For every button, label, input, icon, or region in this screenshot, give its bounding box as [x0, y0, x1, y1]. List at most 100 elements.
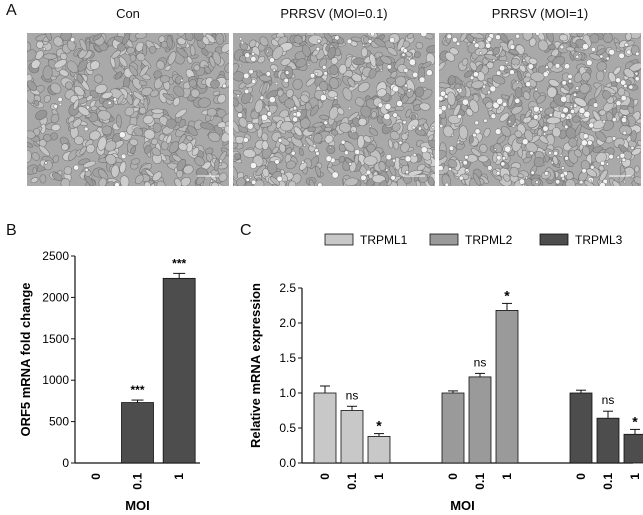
- rounded-cell: [439, 165, 444, 171]
- cell: [634, 165, 640, 173]
- rounded-cell: [605, 56, 610, 61]
- cell: [130, 146, 136, 155]
- rounded-cell: [522, 138, 529, 145]
- cell: [509, 166, 520, 177]
- rounded-cell: [290, 150, 296, 156]
- y-tick-label: 0: [62, 456, 69, 470]
- cell: [415, 41, 423, 50]
- significance-label: ***: [172, 256, 186, 270]
- cell: [51, 123, 61, 132]
- rounded-cell: [489, 85, 496, 93]
- rounded-cell: [472, 40, 476, 44]
- rounded-cell: [586, 59, 593, 66]
- cell: [90, 105, 98, 111]
- cell: [574, 123, 582, 137]
- cell: [292, 78, 303, 90]
- cell: [148, 45, 157, 54]
- rounded-cell: [128, 92, 132, 96]
- cell: [479, 143, 488, 153]
- cell: [92, 33, 102, 41]
- x-tick-label: 0: [574, 473, 588, 480]
- rounded-cell: [392, 85, 399, 93]
- cell: [233, 63, 239, 75]
- rounded-cell: [533, 105, 540, 113]
- rounded-cell: [623, 84, 628, 89]
- cell: [43, 94, 51, 103]
- micrograph-moi-01: [233, 33, 435, 186]
- cell: [129, 138, 139, 146]
- cell: [293, 126, 303, 137]
- rounded-cell: [245, 177, 250, 182]
- cell: [387, 47, 398, 56]
- rounded-cell: [236, 94, 240, 98]
- rounded-cell: [309, 135, 313, 139]
- cell: [139, 107, 147, 115]
- rounded-cell: [496, 70, 502, 76]
- cell: [27, 49, 37, 62]
- rounded-cell: [462, 160, 468, 166]
- rounded-cell: [70, 37, 76, 42]
- rounded-cell: [509, 44, 516, 50]
- cell: [565, 46, 575, 52]
- x-tick-label: 1: [628, 473, 642, 480]
- rounded-cell: [362, 43, 365, 47]
- cell: [483, 127, 491, 138]
- cell: [315, 165, 322, 177]
- cell: [105, 154, 117, 165]
- cell: [97, 110, 112, 121]
- cell: [524, 129, 534, 142]
- rounded-cell: [494, 148, 497, 151]
- cell: [388, 139, 394, 149]
- cell: [416, 163, 426, 171]
- rounded-cell: [544, 171, 549, 176]
- cell: [546, 116, 561, 125]
- rounded-cell: [514, 63, 518, 67]
- cell: [94, 45, 101, 52]
- y-tick-label: 2000: [42, 290, 69, 304]
- rounded-cell: [456, 88, 460, 92]
- cell: [177, 33, 185, 37]
- rounded-cell: [344, 150, 349, 156]
- cell: [258, 74, 272, 82]
- rounded-cell: [590, 46, 596, 52]
- cell: [39, 174, 47, 184]
- cell: [35, 109, 48, 120]
- cell: [186, 135, 193, 141]
- cell: [134, 174, 144, 185]
- cell: [305, 102, 312, 111]
- x-axis-label: MOI: [450, 498, 475, 513]
- rounded-cell: [507, 120, 512, 124]
- cell: [605, 111, 613, 122]
- cell: [77, 59, 88, 72]
- cell: [76, 73, 84, 84]
- cell: [396, 37, 405, 51]
- cell: [596, 70, 605, 82]
- legend-swatch: [539, 233, 569, 246]
- rounded-cell: [515, 33, 520, 39]
- rounded-cell: [483, 118, 488, 123]
- rounded-cell: [459, 160, 463, 163]
- cell: [358, 117, 367, 127]
- cell: [178, 119, 186, 128]
- panel-c-label: C: [240, 222, 252, 239]
- cell: [101, 125, 113, 136]
- cell: [633, 176, 641, 185]
- rounded-cell: [440, 105, 447, 112]
- legend-swatch: [324, 233, 354, 246]
- cell: [625, 33, 632, 41]
- cell: [378, 180, 388, 186]
- cell: [85, 144, 96, 154]
- cell: [485, 101, 494, 109]
- cell: [169, 141, 180, 154]
- rounded-cell: [325, 155, 332, 162]
- cell: [360, 105, 372, 118]
- cell: [201, 48, 209, 56]
- cell: [32, 167, 38, 175]
- cell: [309, 104, 320, 117]
- cell: [502, 173, 511, 182]
- cell: [117, 43, 126, 52]
- micrograph-title-con: Con: [116, 6, 140, 21]
- rounded-cell: [560, 95, 567, 103]
- cell: [301, 44, 311, 57]
- cell: [324, 134, 334, 144]
